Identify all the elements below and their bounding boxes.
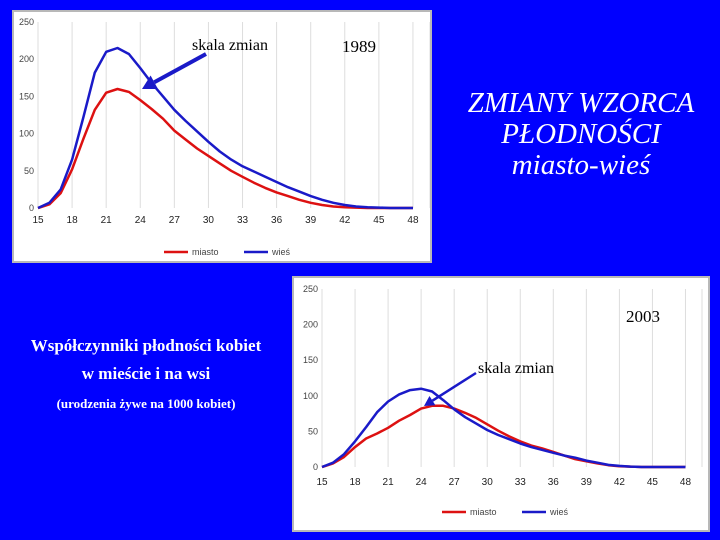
chart-1989-x-tick-label: 15 (32, 215, 44, 226)
chart-1989-x-tick-label: 42 (339, 215, 351, 226)
chart-2003-legend-label: wieś (549, 507, 569, 517)
chart-1989-y-tick-label: 0 (29, 203, 34, 213)
chart-2003-legend-label: miasto (470, 507, 497, 517)
chart-1989-series-line-wies (37, 46, 413, 210)
chart-2003-x-tick-label: 18 (349, 477, 361, 488)
chart-1989-y-tick-label: 200 (19, 54, 34, 64)
chart-1989-x-tick-label: 21 (101, 215, 113, 226)
chart-1989-svg: 0 50 100 150 200 250 15 18 21 24 27 30 33 36 39 42 45 48 m… (19, 17, 430, 257)
chart-2003-y-tick-label: 50 (308, 426, 318, 436)
chart-2003-y-tick-label: 0 (313, 462, 318, 472)
chart-1989-y-tick-label: 100 (19, 129, 34, 139)
chart-2003-annotation-text: skala zmian (478, 360, 554, 377)
title-line-1: ZMIANY WZORCA (467, 87, 695, 119)
description-line-3: (urodzenia żywe na 1000 kobiet) (56, 396, 236, 411)
chart-2003-x-tick-label: 15 (316, 477, 328, 488)
chart-1989-annotation-text: skala zmian (192, 37, 268, 54)
chart-1989-legend-label: wieś (271, 247, 291, 257)
chart-2003-x-tick-label: 30 (482, 477, 494, 488)
chart-2003-series-line-wies (321, 387, 686, 469)
chart-1989-x-tick-label: 27 (169, 215, 181, 226)
chart-2003-y-tick-label: 250 (303, 284, 318, 294)
chart-1989-x-tick-label: 18 (67, 215, 79, 226)
chart-2003-year-label: 2003 (626, 307, 660, 326)
chart-2003-x-tick-label: 39 (581, 477, 593, 488)
title-line-3: miasto-wieś (511, 149, 651, 181)
chart-2003-x-tick-label: 42 (614, 477, 626, 488)
chart-1989-year-label: 1989 (342, 37, 376, 56)
chart-2003-x-tick-label: 45 (647, 477, 659, 488)
slide-description: Współczynniki płodności kobiet w mieście… (0, 336, 292, 412)
chart-1989-annotation-arrowhead (142, 75, 158, 90)
chart-1989-y-tick-label: 250 (19, 17, 34, 27)
chart-2003-x-tick-label: 27 (449, 477, 461, 488)
chart-1989-y-tick-label: 50 (24, 166, 34, 176)
chart-1989-series-line-miasto (37, 87, 413, 210)
chart-1989-annotation-arrow (153, 52, 207, 85)
title-line-2: PŁODNOŚCI (501, 118, 661, 150)
chart-1989-x-tick-label: 48 (407, 215, 419, 226)
chart-1989-x-tick-label: 36 (271, 215, 283, 226)
chart-1989: 0 50 100 150 200 250 15 18 21 24 27 30 33 36 39 42 45 48 m… (12, 10, 432, 263)
description-line-2: w mieście i na wsi (81, 364, 211, 383)
chart-1989-legend-label: miasto (192, 247, 219, 257)
chart-2003-svg: 0 50 100 150 200 250 15 18 21 24 27 30 33 36 39 42 45 48 m… (303, 284, 703, 517)
chart-1989-x-tick-label: 39 (305, 215, 317, 226)
chart-1989-x-tick-label: 45 (373, 215, 385, 226)
chart-1989-x-tick-label: 33 (237, 215, 249, 226)
description-line-1: Współczynniki płodności kobiet (30, 336, 262, 355)
chart-2003-y-tick-label: 150 (303, 355, 318, 365)
chart-2003-annotation-arrowhead (424, 395, 436, 406)
chart-1989-y-tick-label: 150 (19, 91, 34, 101)
chart-2003-x-tick-label: 36 (548, 477, 560, 488)
chart-2003: 0 50 100 150 200 250 15 18 21 24 27 30 33 36 39 42 45 48 m… (292, 276, 710, 532)
chart-2003-x-tick-label: 21 (383, 477, 395, 488)
chart-2003-x-tick-label: 33 (515, 477, 527, 488)
chart-2003-x-tick-label: 24 (416, 477, 428, 488)
chart-1989-x-tick-label: 30 (203, 215, 215, 226)
chart-2003-x-tick-label: 48 (680, 477, 692, 488)
slide-title: ZMIANY WZORCA PŁODNOŚCI miasto-wieś (452, 88, 710, 181)
chart-2003-annotation-arrow (431, 371, 477, 402)
chart-2003-y-tick-label: 200 (303, 320, 318, 330)
chart-2003-y-tick-label: 100 (303, 391, 318, 401)
chart-1989-x-tick-label: 24 (135, 215, 147, 226)
